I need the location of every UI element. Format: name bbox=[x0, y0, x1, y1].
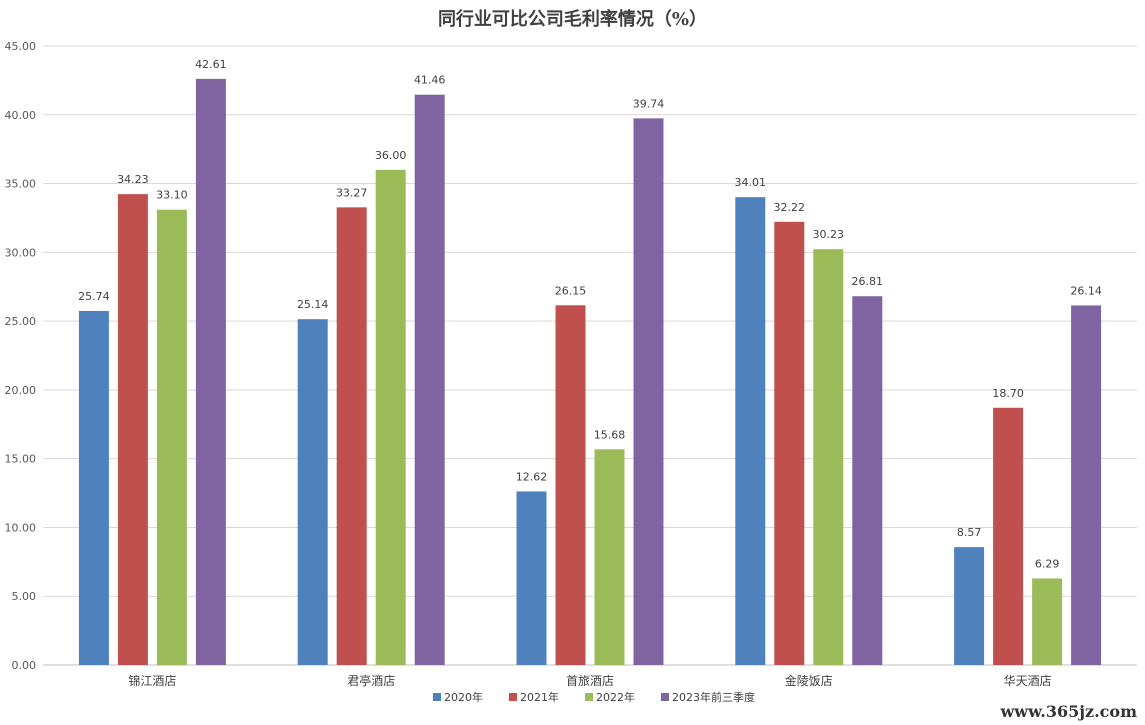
bar bbox=[414, 94, 445, 666]
legend-label: 2023年前三季度 bbox=[672, 690, 755, 704]
bar bbox=[1032, 578, 1063, 665]
data-label: 41.46 bbox=[414, 74, 446, 87]
bar bbox=[813, 249, 844, 665]
y-tick-label: 5.00 bbox=[12, 590, 37, 603]
y-tick-label: 20.00 bbox=[5, 384, 37, 397]
data-label: 25.14 bbox=[297, 298, 329, 311]
legend-swatch bbox=[433, 693, 441, 701]
bar bbox=[336, 207, 367, 665]
data-label: 32.22 bbox=[774, 201, 806, 214]
bar bbox=[954, 547, 985, 665]
bar bbox=[516, 491, 547, 665]
data-label: 25.74 bbox=[78, 290, 110, 303]
x-tick-label: 君亭酒店 bbox=[347, 673, 395, 688]
x-tick-label: 锦江酒店 bbox=[128, 674, 176, 688]
legend-swatch bbox=[585, 693, 593, 701]
data-label: 18.70 bbox=[992, 387, 1024, 400]
bar bbox=[555, 305, 586, 665]
legend-label: 2020年 bbox=[444, 690, 483, 704]
bar bbox=[852, 296, 883, 665]
bar bbox=[78, 310, 109, 665]
data-label: 34.23 bbox=[117, 173, 149, 186]
x-tick-label: 首旅酒店 bbox=[566, 674, 614, 688]
data-label: 8.57 bbox=[957, 526, 982, 539]
bar bbox=[156, 209, 187, 666]
legend-swatch bbox=[661, 693, 669, 701]
data-label: 15.68 bbox=[594, 428, 626, 441]
data-label: 30.23 bbox=[813, 228, 845, 241]
x-tick-label: 华天酒店 bbox=[1004, 674, 1052, 688]
bar bbox=[774, 221, 805, 665]
legend-label: 2021年 bbox=[520, 690, 559, 704]
y-tick-label: 0.00 bbox=[12, 659, 37, 672]
data-label: 26.15 bbox=[555, 284, 587, 297]
bar bbox=[993, 407, 1024, 665]
data-label: 42.61 bbox=[195, 58, 227, 71]
data-label: 12.62 bbox=[516, 470, 548, 483]
y-tick-label: 10.00 bbox=[5, 521, 37, 534]
chart-title: 同行业可比公司毛利率情况（%） bbox=[437, 9, 708, 30]
data-label: 39.74 bbox=[633, 97, 665, 110]
watermark-text: www.365jz.com bbox=[1000, 702, 1137, 721]
y-tick-label: 30.00 bbox=[5, 246, 37, 259]
data-label: 26.14 bbox=[1070, 284, 1102, 297]
bar bbox=[1071, 305, 1102, 665]
data-label: 33.10 bbox=[156, 189, 188, 202]
bar bbox=[594, 449, 625, 665]
data-label: 36.00 bbox=[375, 149, 407, 162]
bar bbox=[735, 197, 766, 665]
bar bbox=[117, 194, 148, 665]
bar bbox=[195, 78, 226, 665]
bar bbox=[633, 118, 664, 665]
data-label: 33.27 bbox=[336, 186, 368, 199]
data-label: 34.01 bbox=[735, 176, 767, 189]
x-tick-label: 金陵饭店 bbox=[785, 673, 833, 688]
bar bbox=[297, 319, 328, 665]
y-tick-label: 45.00 bbox=[5, 40, 37, 53]
legend-swatch bbox=[509, 693, 517, 701]
data-label: 26.81 bbox=[852, 275, 884, 288]
bar bbox=[375, 169, 406, 666]
legend-label: 2022年 bbox=[596, 690, 635, 704]
y-tick-label: 35.00 bbox=[5, 178, 37, 191]
y-tick-label: 40.00 bbox=[5, 109, 37, 122]
y-tick-label: 15.00 bbox=[5, 453, 37, 466]
data-label: 6.29 bbox=[1035, 557, 1060, 570]
y-tick-label: 25.00 bbox=[5, 315, 37, 328]
